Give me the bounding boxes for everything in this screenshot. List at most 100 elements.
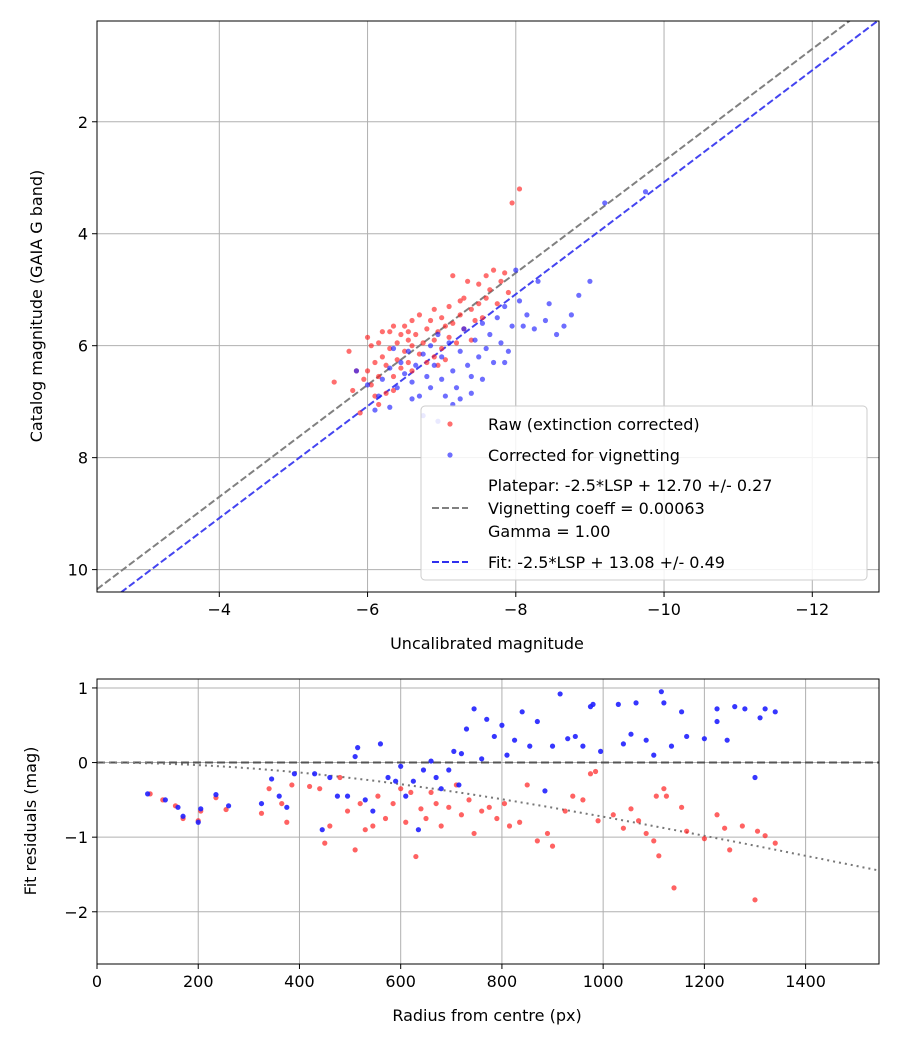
raw-residual-point (772, 840, 778, 846)
corrected-residual-point (398, 763, 404, 769)
corrected-residual-point (527, 743, 533, 749)
raw-point (431, 306, 437, 312)
corrected-point (405, 348, 411, 354)
raw-residual-point (289, 782, 295, 788)
bottom-x-tick-label: 200 (183, 972, 214, 991)
corrected-residual-point (658, 689, 664, 695)
raw-residual-point (580, 797, 586, 803)
corrected-residual-point (679, 709, 685, 715)
corrected-residual-point (572, 733, 578, 740)
corrected-point (453, 385, 460, 391)
corrected-residual-point (661, 700, 667, 706)
corrected-point (424, 373, 430, 380)
corrected-point (602, 200, 608, 206)
corrected-residual-point (180, 813, 186, 819)
top-axes-frame (96, 20, 880, 593)
corrected-point (479, 376, 486, 382)
legend-label-platepar: Platepar: -2.5*LSP + 12.70 +/- 0.27 (488, 476, 772, 495)
raw-residual-point (754, 828, 761, 834)
raw-point (409, 343, 415, 349)
raw-residual-point (620, 825, 626, 831)
raw-residual-point (438, 823, 444, 829)
raw-residual-point (352, 847, 358, 853)
raw-residual-point (423, 815, 429, 822)
raw-point (424, 326, 430, 332)
raw-residual-point (570, 793, 576, 799)
raw-point (394, 340, 400, 346)
corrected-residual-point (344, 793, 351, 799)
corrected-point (468, 390, 474, 396)
corrected-residual-point (724, 737, 730, 743)
raw-point (405, 359, 411, 366)
raw-point (435, 362, 441, 368)
corrected-residual-point (145, 791, 151, 797)
corrected-residual-point (557, 691, 563, 697)
corrected-residual-point (370, 808, 376, 814)
raw-point (376, 340, 382, 346)
raw-point (502, 270, 508, 276)
raw-point (483, 273, 489, 279)
corrected-residual-point (446, 767, 452, 773)
raw-point (453, 340, 460, 346)
raw-point (450, 273, 456, 279)
raw-point (457, 312, 463, 318)
raw-point (439, 345, 445, 352)
raw-residual-point (327, 823, 333, 829)
corrected-point (513, 267, 519, 273)
corrected-residual-point (549, 743, 556, 749)
corrected-point (576, 292, 582, 298)
corrected-residual-point (598, 748, 604, 754)
corrected-point (439, 376, 445, 382)
raw-residual-point (534, 838, 540, 844)
corrected-point (502, 303, 508, 310)
corrected-residual-point (732, 704, 738, 710)
raw-residual-point (418, 806, 424, 812)
raw-point (387, 345, 393, 352)
raw-residual-point (279, 800, 285, 807)
raw-point (383, 362, 389, 368)
corrected-residual-point (701, 736, 707, 742)
corrected-point (394, 385, 400, 391)
raw-residual-point (337, 774, 343, 781)
raw-residual-point (284, 819, 290, 825)
raw-residual-point (306, 783, 313, 790)
raw-residual-point (344, 808, 351, 814)
magnitude-plot: −4 −6 −8 −10 −12 2 4 6 8 10 Uncalibrated magnitud… (27, 20, 880, 653)
legend-label-raw: Raw (extinction corrected) (488, 415, 700, 434)
raw-point (479, 315, 486, 321)
raw-point (402, 323, 408, 329)
corrected-point (505, 348, 511, 354)
top-x-axis-label: Uncalibrated magnitude (390, 634, 584, 653)
corrected-residual-point (620, 741, 626, 747)
legend-label-gamma: Gamma = 1.00 (488, 522, 610, 541)
legend-marker-raw (447, 421, 453, 427)
corrected-point (409, 396, 415, 402)
corrected-point (524, 312, 530, 318)
raw-residual-point (656, 853, 662, 859)
raw-point (383, 390, 389, 396)
bottom-x-tick-label: 1400 (785, 972, 826, 991)
raw-point (442, 323, 448, 329)
corrected-point (642, 189, 649, 195)
legend-label-corrected: Corrected for vignetting (488, 446, 680, 465)
corrected-residual-point (377, 741, 384, 747)
raw-point (398, 365, 404, 371)
raw-point (379, 354, 385, 360)
corrected-residual-point (276, 793, 282, 799)
raw-residual-point (428, 789, 434, 796)
corrected-residual-point (433, 774, 439, 781)
corrected-point (420, 351, 426, 357)
corrected-residual-point (519, 709, 525, 715)
raw-residual-point (375, 793, 381, 799)
corrected-residual-point (355, 745, 361, 751)
corrected-residual-point (284, 804, 290, 810)
top-data-layer (97, 21, 879, 592)
legend-label-vignetting: Vignetting coeff = 0.00063 (488, 499, 705, 518)
corrected-point (387, 404, 393, 410)
corrected-residual-point (651, 752, 657, 758)
corrected-point (561, 323, 567, 329)
raw-point (390, 387, 397, 394)
corrected-point (542, 317, 549, 324)
raw-point (487, 287, 493, 293)
raw-residual-point (651, 838, 657, 844)
